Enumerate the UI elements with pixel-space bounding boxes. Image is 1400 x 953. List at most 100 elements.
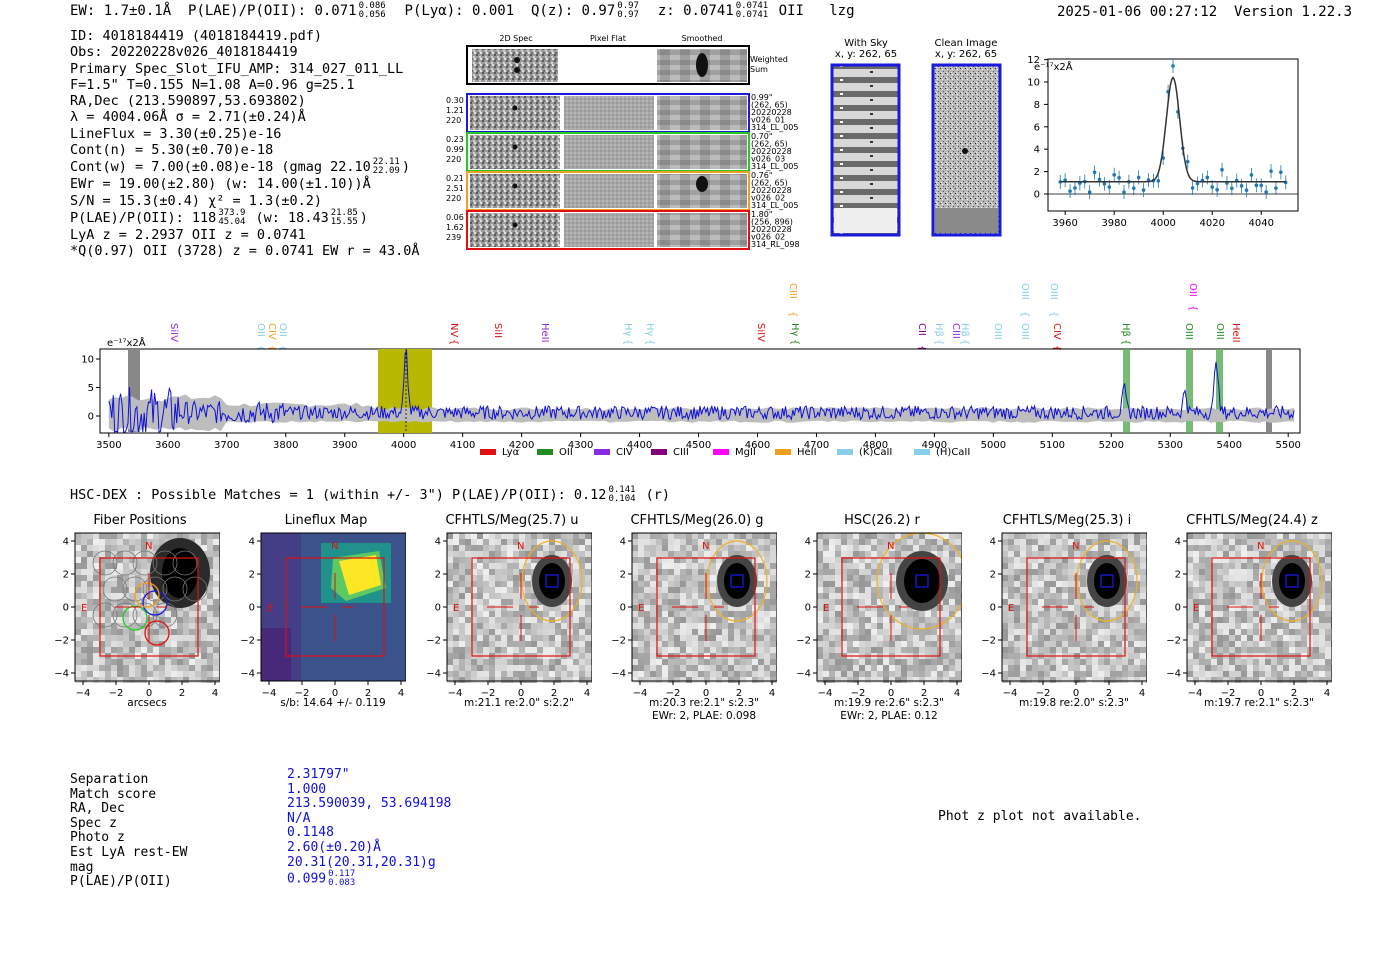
cutout-caption-line1: m:20.3 re:2.1" s:2.3" — [649, 697, 759, 709]
svg-text:NV: NV — [448, 323, 459, 337]
header-ew: EW: 1.7±0.1Å — [70, 3, 172, 19]
zoom-ytick: 2 — [1034, 167, 1040, 178]
legend-swatch — [480, 449, 496, 455]
legend-item: (H)CaII — [914, 447, 970, 458]
fiber-2d — [470, 174, 560, 208]
line-label: Hγ { — [644, 323, 655, 345]
zoom-ytick: 4 — [1034, 145, 1040, 156]
legend-label: CIV — [616, 447, 633, 458]
col-2d-label: 2D Spec — [499, 34, 532, 43]
cutout-xtick: 0 — [888, 688, 894, 698]
svg-text:Hγ: Hγ — [622, 323, 633, 337]
fiber-2d — [470, 96, 560, 130]
fiber-detail: 314_LL_005 — [751, 201, 798, 210]
hsc-lo: 0.104 — [608, 494, 636, 504]
fiber-val: 1.21 — [446, 106, 464, 115]
zoom-point — [1097, 177, 1102, 182]
cutout-image: N E 4 2 0 −2 −4 −4 −2 0 2 4 — [426, 532, 592, 698]
fiber-circle — [162, 576, 188, 602]
cutout-xtick: 4 — [584, 688, 590, 698]
aperture-ellipse — [521, 540, 583, 622]
legend-label: (H)CaII — [936, 447, 970, 458]
fiber-detail: 1.80" — [751, 210, 773, 219]
fiber-val: 2.51 — [446, 184, 464, 193]
fiber-weight: 0.06 — [446, 213, 464, 222]
fiber-detail: v026_02 — [751, 233, 785, 242]
cutout-caption: m:20.3 re:2.1" s:2.3" EWr: 2, PLAE: 0.098 — [624, 697, 784, 723]
fiber-detail: 20220228 — [751, 186, 792, 195]
spec-xtick: 4000 — [391, 440, 416, 451]
east-label: E — [1193, 603, 1199, 614]
svg-text:OII: OII — [277, 323, 288, 337]
spec-ytick: 0 — [88, 412, 94, 423]
match-box — [545, 574, 559, 588]
cutout-ytick: −2 — [796, 636, 811, 647]
info-primary: Primary Spec_Slot_IFU_AMP: 314_027_011_L… — [70, 60, 404, 77]
cutout-caption-line2: EWr: 2, PLAE: 0.12 — [840, 710, 938, 722]
cutout-xtick: −4 — [1188, 688, 1203, 698]
fiber-2d — [470, 213, 560, 247]
aperture-ellipse — [1076, 540, 1138, 622]
cutout-ytick: 2 — [63, 570, 69, 581]
line-label: Hβ { — [959, 323, 970, 345]
search-box — [285, 557, 385, 657]
zoom-point — [1087, 190, 1092, 194]
fiber-detail: 314_LL_005 — [751, 123, 798, 132]
info-plae-text: P(LAE)/P(OII): 118 — [70, 209, 217, 226]
cutout-ytick: 2 — [435, 570, 441, 581]
cutout-title: CFHTLS/Meg(24.4) z — [1186, 513, 1318, 528]
cutout-xtick: −2 — [1036, 688, 1051, 698]
cutout-ytick: 2 — [805, 570, 811, 581]
weighted-label-1: Weighted — [750, 55, 788, 64]
north-label: N — [1072, 541, 1079, 552]
north-label: N — [1257, 541, 1264, 552]
cutout-ytick: −2 — [240, 636, 255, 647]
cutout-xtick: −2 — [1221, 688, 1236, 698]
legend-item: (K)CaII — [837, 447, 892, 458]
zoom-point — [1274, 186, 1278, 190]
svg-text:{: { — [1120, 339, 1131, 345]
match-value: 0.099 0.117 0.083 — [287, 869, 356, 889]
fiber-2d — [470, 135, 560, 169]
match-label: Photo z — [70, 830, 125, 846]
fiber-flat — [564, 174, 654, 208]
info-obs: Obs: 20220228v026_4018184419 — [70, 44, 298, 61]
svg-text:SiIV: SiIV — [755, 323, 766, 342]
col-flat-label: Pixel Flat — [590, 34, 626, 43]
fiber-smooth — [657, 213, 747, 247]
fiber-num: 220 — [446, 155, 461, 164]
clean-label: Clean Image — [934, 38, 998, 49]
info-q: *Q(0.97) OII (3728) z = 0.0741 EW r = 43… — [70, 243, 420, 260]
east-label: E — [81, 603, 87, 614]
cutout-ytick: 0 — [63, 603, 69, 614]
zoom-point — [1220, 167, 1224, 172]
zoom-point — [1259, 183, 1264, 188]
spec-xtick: 4500 — [686, 440, 711, 451]
cutout-ytick: 4 — [435, 537, 441, 548]
cutout-xtick: 4 — [398, 688, 404, 698]
cutout-caption: m:19.7 re:2.1" s:2.3" — [1179, 697, 1339, 710]
fiber-detail: 20220228 — [751, 147, 792, 156]
zoom-point — [1073, 186, 1077, 190]
north-label: N — [702, 541, 709, 552]
svg-text:{: { — [789, 339, 800, 345]
header-z: z: 0.0741 — [657, 3, 734, 19]
cutout-caption-line1: m:19.9 re:2.6" s:2.3" — [834, 697, 944, 709]
cutout-caption-line1: s/b: 14.64 +/- 0.119 — [280, 697, 386, 709]
svg-text:{: { — [266, 345, 277, 351]
legend-swatch — [837, 449, 853, 455]
info-radec: RA,Dec (213.590897,53.693802) — [70, 93, 306, 110]
header-plae-hi: 0.086 — [358, 1, 386, 11]
cutout-xtick: 0 — [1073, 688, 1079, 698]
fiber-val: 0.99 — [446, 145, 464, 154]
cutout-ytick: 0 — [805, 603, 811, 614]
cutout-caption-line1: arcsecs — [127, 697, 167, 709]
hsc-title-text: HSC-DEX : Possible Matches = 1 (within +… — [70, 487, 607, 503]
legend-label: Lyα — [502, 447, 520, 458]
legend-swatch — [537, 449, 553, 455]
cutout-caption: m:19.9 re:2.6" s:2.3" EWr: 2, PLAE: 0.12 — [809, 697, 969, 723]
sky-images — [830, 63, 1002, 237]
fiber-circle — [122, 576, 148, 602]
header-tag: lzg — [829, 3, 855, 19]
